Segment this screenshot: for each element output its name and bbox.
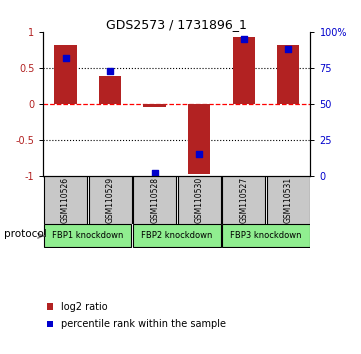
Point	[241, 36, 247, 42]
Point	[152, 170, 157, 176]
Bar	[178, 176, 221, 224]
Bar	[188, 104, 210, 174]
Bar	[47, 303, 53, 310]
Text: GSM110526: GSM110526	[61, 177, 70, 223]
Bar	[232, 37, 255, 104]
Text: GSM110531: GSM110531	[284, 177, 293, 223]
Title: GDS2573 / 1731896_1: GDS2573 / 1731896_1	[106, 18, 247, 31]
Bar	[44, 176, 87, 224]
Text: GSM110529: GSM110529	[106, 177, 114, 223]
Text: protocol: protocol	[4, 229, 46, 239]
Text: GSM110527: GSM110527	[239, 177, 248, 223]
Point	[107, 68, 113, 74]
Bar	[277, 45, 299, 104]
Text: GSM110528: GSM110528	[150, 177, 159, 223]
Text: log2 ratio: log2 ratio	[61, 302, 107, 312]
Bar	[133, 224, 221, 247]
Bar	[47, 321, 53, 327]
Text: percentile rank within the sample: percentile rank within the sample	[61, 319, 226, 329]
Text: GSM110530: GSM110530	[195, 177, 204, 223]
Bar	[55, 45, 77, 104]
Bar	[88, 176, 132, 224]
Text: FBP1 knockdown: FBP1 knockdown	[52, 231, 123, 240]
Bar	[99, 76, 121, 104]
Bar	[267, 176, 310, 224]
Text: FBP3 knockdown: FBP3 knockdown	[230, 231, 302, 240]
Bar	[144, 104, 166, 108]
Text: FBP2 knockdown: FBP2 knockdown	[141, 231, 213, 240]
Bar	[133, 176, 176, 224]
Bar	[222, 176, 265, 224]
Point	[196, 152, 202, 157]
Point	[63, 55, 69, 61]
Bar	[44, 224, 131, 247]
Point	[285, 46, 291, 52]
Bar	[222, 224, 310, 247]
